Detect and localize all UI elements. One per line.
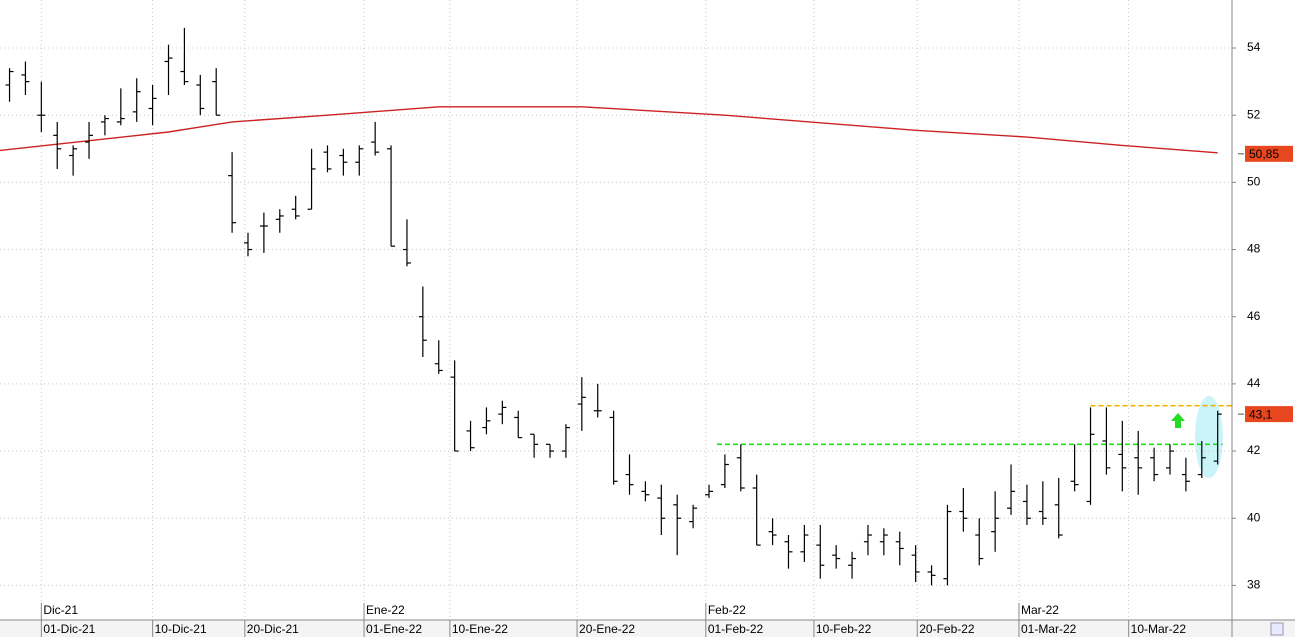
x-tick-label: 10-Ene-22 — [452, 622, 508, 636]
month-label: Dic-21 — [43, 603, 78, 617]
y-tick-label: 42 — [1247, 443, 1261, 457]
y-tick-label: 46 — [1247, 309, 1261, 323]
y-tick-label: 38 — [1247, 578, 1261, 592]
month-label: Ene-22 — [366, 603, 405, 617]
corner-icon — [1270, 622, 1284, 636]
x-tick-label: 20-Feb-22 — [919, 622, 975, 636]
date-axis-band — [0, 620, 1295, 637]
x-tick-label: 01-Feb-22 — [708, 622, 764, 636]
x-tick-label: 10-Dic-21 — [155, 622, 207, 636]
price-label-box — [1245, 145, 1293, 162]
x-tick-label: 01-Mar-22 — [1021, 622, 1077, 636]
y-tick-label: 44 — [1247, 376, 1261, 390]
highlight-ellipse — [1195, 396, 1223, 478]
x-tick-label: 10-Mar-22 — [1131, 622, 1187, 636]
y-tick-label: 52 — [1247, 107, 1261, 121]
up-arrow — [1171, 413, 1185, 428]
y-tick-label: 40 — [1247, 510, 1261, 524]
moving-average — [0, 106, 1218, 154]
y-tick-label: 48 — [1247, 242, 1261, 256]
x-tick-label: 01-Ene-22 — [366, 622, 422, 636]
x-tick-label: 10-Feb-22 — [816, 622, 872, 636]
y-tick-label: 50 — [1247, 175, 1261, 189]
month-label: Feb-22 — [708, 603, 746, 617]
price-label: 50,85 — [1249, 147, 1279, 161]
y-tick-label: 54 — [1247, 40, 1261, 54]
month-label: Mar-22 — [1021, 603, 1059, 617]
x-tick-label: 01-Dic-21 — [43, 622, 95, 636]
price-label: 43,1 — [1249, 407, 1273, 421]
x-tick-label: 20-Ene-22 — [579, 622, 635, 636]
price-label-box — [1245, 406, 1293, 423]
x-tick-label: 20-Dic-21 — [247, 622, 299, 636]
